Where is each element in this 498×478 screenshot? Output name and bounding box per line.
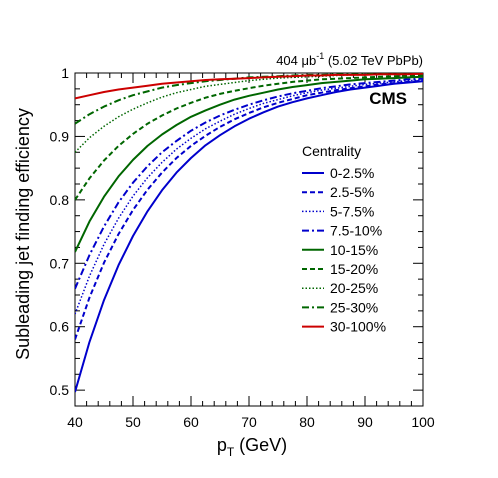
legend-label: 15-20% [330, 261, 378, 277]
y-tick-labels: 0.5 0.6 0.7 0.8 0.9 1 [50, 65, 70, 398]
x-tick-label: 90 [357, 414, 373, 430]
series-line-15-20% [75, 74, 423, 201]
legend-label: 5-7.5% [330, 203, 374, 219]
y-tick-label: 0.5 [50, 382, 70, 398]
legend-label: 25-30% [330, 299, 378, 315]
axis-ticks [74, 72, 424, 407]
legend-title: Centrality [302, 143, 361, 159]
series-line-7.5-10% [75, 77, 423, 290]
legend-label: 2.5-5% [330, 184, 374, 200]
luminosity-label: 404 μb-1 (5.02 TeV PbPb) [276, 51, 423, 68]
plot-frame [74, 72, 424, 407]
legend-label: 7.5-10% [330, 223, 382, 239]
legend-label: 0-2.5% [330, 165, 374, 181]
y-tick-label: 0.8 [50, 192, 70, 208]
y-tick-label: 0.9 [50, 128, 70, 144]
legend-label: 10-15% [330, 242, 378, 258]
series-line-10-15% [75, 75, 423, 253]
x-tick-label: 50 [125, 414, 141, 430]
legend: 0-2.5% 2.5-5% 5-7.5% 7.5-10% 10-15% 15-20% 20-… [302, 165, 386, 335]
x-tick-label: 40 [67, 414, 83, 430]
x-tick-label: 70 [241, 414, 257, 430]
x-tick-label: 60 [183, 414, 199, 430]
curves [75, 73, 423, 393]
x-tick-label: 100 [411, 414, 435, 430]
x-axis-title: pT (GeV) [217, 435, 287, 459]
x-tick-labels: 40 50 60 70 80 90 100 [67, 414, 435, 430]
legend-label: 20-25% [330, 280, 378, 296]
legend-label: 30-100% [330, 319, 386, 335]
y-tick-label: 1 [61, 65, 69, 81]
y-axis-title: Subleading jet finding efficiency [13, 108, 33, 360]
series-line-30-100% [75, 73, 423, 100]
series-line-0-2.5% [75, 80, 423, 393]
y-tick-label: 0.6 [50, 319, 70, 335]
series-line-20-25% [75, 73, 423, 153]
y-tick-label: 0.7 [50, 255, 70, 271]
cms-logo: CMS [369, 89, 407, 108]
x-tick-label: 80 [299, 414, 315, 430]
